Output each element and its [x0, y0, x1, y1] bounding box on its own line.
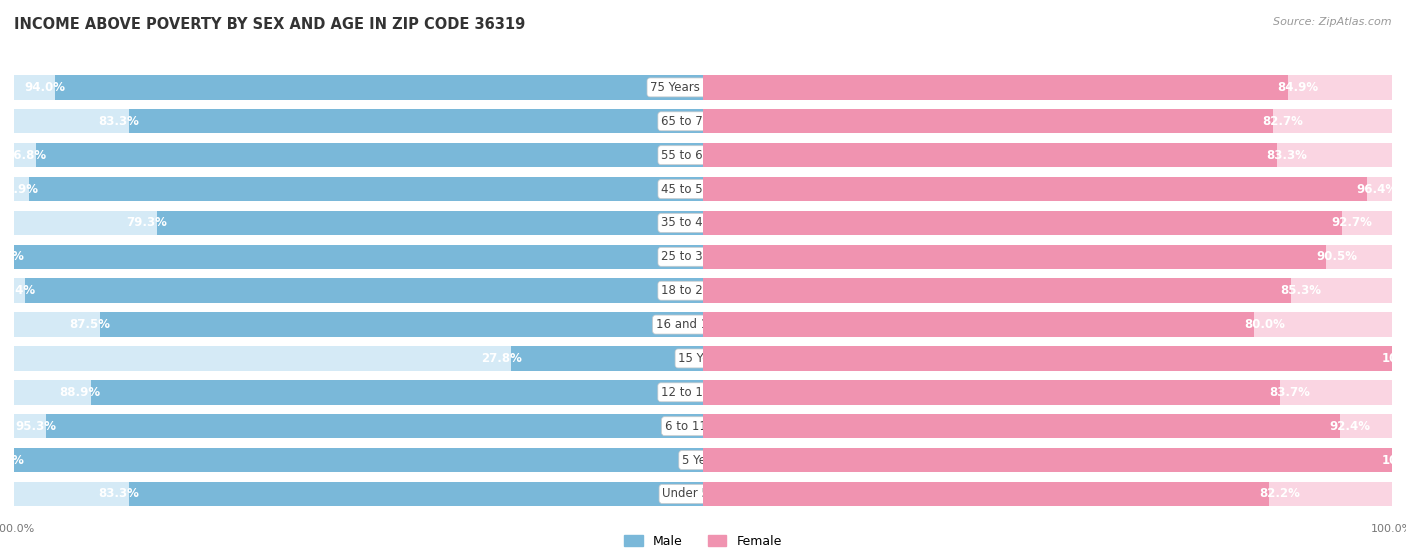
Bar: [703, 177, 1367, 201]
Bar: [703, 448, 1392, 472]
Text: 12 to 14 Years: 12 to 14 Years: [661, 386, 745, 399]
Text: 92.4%: 92.4%: [1329, 420, 1371, 433]
Bar: [703, 414, 1392, 438]
Bar: [28, 177, 703, 201]
Bar: [703, 245, 1326, 269]
Text: 100.0%: 100.0%: [1382, 453, 1406, 467]
Bar: [703, 143, 1277, 167]
Text: 16 and 17 Years: 16 and 17 Years: [655, 318, 751, 331]
Bar: [14, 448, 703, 472]
Bar: [129, 482, 703, 506]
Bar: [55, 75, 703, 100]
Text: 85.3%: 85.3%: [1281, 284, 1322, 297]
Text: 96.4%: 96.4%: [1357, 183, 1398, 196]
Bar: [703, 346, 1392, 371]
Bar: [512, 346, 703, 371]
Bar: [703, 482, 1392, 506]
Text: 83.3%: 83.3%: [1267, 149, 1308, 162]
Bar: [703, 109, 1392, 134]
Bar: [703, 346, 1392, 371]
Text: 87.5%: 87.5%: [69, 318, 111, 331]
Text: 83.3%: 83.3%: [98, 487, 139, 500]
Text: Under 5 Years: Under 5 Years: [662, 487, 744, 500]
Legend: Male, Female: Male, Female: [619, 530, 787, 553]
Bar: [14, 245, 703, 269]
Bar: [14, 177, 703, 201]
Text: 27.8%: 27.8%: [481, 352, 522, 365]
Text: 83.7%: 83.7%: [1270, 386, 1310, 399]
Text: 96.8%: 96.8%: [6, 149, 46, 162]
Text: 100.0%: 100.0%: [0, 250, 24, 263]
Text: 65 to 74 Years: 65 to 74 Years: [661, 115, 745, 128]
Text: 15 Years: 15 Years: [678, 352, 728, 365]
Bar: [25, 278, 703, 303]
Bar: [703, 211, 1392, 235]
Bar: [703, 278, 1291, 303]
Text: 97.9%: 97.9%: [0, 183, 39, 196]
Text: 83.3%: 83.3%: [98, 115, 139, 128]
Bar: [703, 75, 1288, 100]
Bar: [14, 414, 703, 438]
Bar: [703, 414, 1340, 438]
Bar: [14, 380, 703, 405]
Text: 35 to 44 Years: 35 to 44 Years: [661, 216, 745, 229]
Text: 90.5%: 90.5%: [1316, 250, 1357, 263]
Bar: [703, 245, 1392, 269]
Bar: [129, 109, 703, 134]
Bar: [703, 380, 1392, 405]
Bar: [46, 414, 703, 438]
Bar: [703, 448, 1392, 472]
Bar: [14, 245, 703, 269]
Bar: [90, 380, 703, 405]
Bar: [703, 109, 1272, 134]
Bar: [14, 211, 703, 235]
Bar: [703, 312, 1254, 337]
Bar: [703, 380, 1279, 405]
Bar: [14, 143, 703, 167]
Text: 84.9%: 84.9%: [1278, 81, 1319, 94]
Bar: [703, 482, 1270, 506]
Bar: [100, 312, 703, 337]
Bar: [14, 109, 703, 134]
Text: 25 to 34 Years: 25 to 34 Years: [661, 250, 745, 263]
Text: 55 to 64 Years: 55 to 64 Years: [661, 149, 745, 162]
Text: Source: ZipAtlas.com: Source: ZipAtlas.com: [1274, 17, 1392, 27]
Text: 6 to 11 Years: 6 to 11 Years: [665, 420, 741, 433]
Bar: [703, 211, 1341, 235]
Text: 100.0%: 100.0%: [1382, 352, 1406, 365]
Bar: [37, 143, 703, 167]
Text: 92.7%: 92.7%: [1331, 216, 1372, 229]
Text: 94.0%: 94.0%: [25, 81, 66, 94]
Bar: [14, 278, 703, 303]
Text: 88.9%: 88.9%: [59, 386, 101, 399]
Bar: [14, 346, 703, 371]
Bar: [703, 278, 1392, 303]
Text: 100.0%: 100.0%: [0, 453, 24, 467]
Text: 82.7%: 82.7%: [1263, 115, 1303, 128]
Bar: [703, 143, 1392, 167]
Bar: [703, 177, 1392, 201]
Text: INCOME ABOVE POVERTY BY SEX AND AGE IN ZIP CODE 36319: INCOME ABOVE POVERTY BY SEX AND AGE IN Z…: [14, 17, 526, 32]
Text: 79.3%: 79.3%: [127, 216, 167, 229]
Text: 82.2%: 82.2%: [1258, 487, 1301, 500]
Text: 75 Years and over: 75 Years and over: [650, 81, 756, 94]
Text: 18 to 24 Years: 18 to 24 Years: [661, 284, 745, 297]
Bar: [703, 75, 1392, 100]
Bar: [14, 75, 703, 100]
Bar: [14, 312, 703, 337]
Bar: [14, 482, 703, 506]
Text: 98.4%: 98.4%: [0, 284, 35, 297]
Text: 95.3%: 95.3%: [15, 420, 56, 433]
Text: 5 Years: 5 Years: [682, 453, 724, 467]
Bar: [703, 312, 1392, 337]
Bar: [14, 448, 703, 472]
Bar: [156, 211, 703, 235]
Text: 80.0%: 80.0%: [1244, 318, 1285, 331]
Text: 45 to 54 Years: 45 to 54 Years: [661, 183, 745, 196]
